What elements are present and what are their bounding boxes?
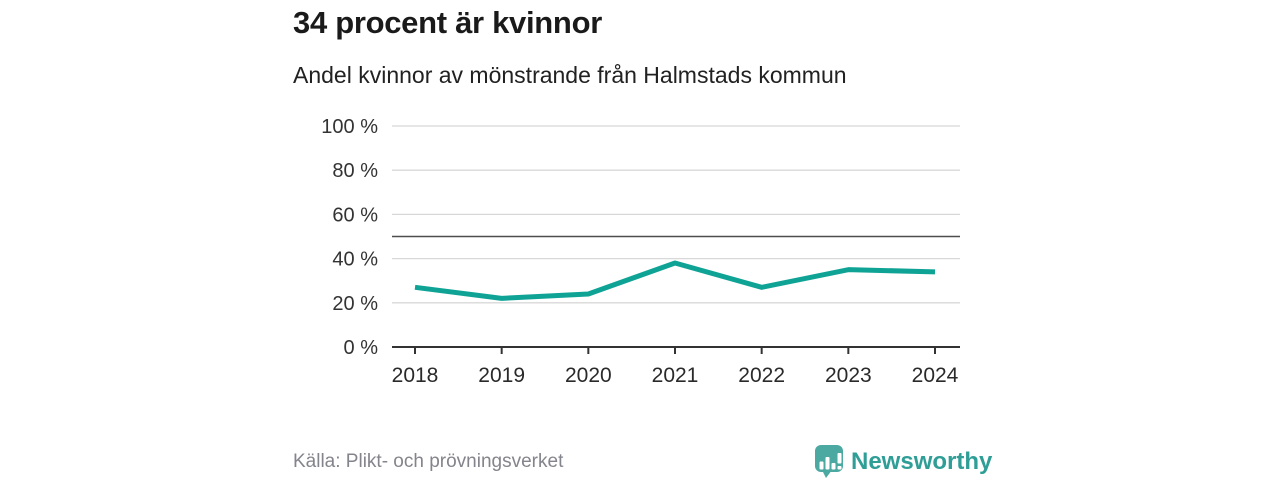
newsworthy-bubble-chart-icon	[815, 445, 843, 478]
y-tick-label: 80 %	[332, 160, 378, 182]
y-tick-label: 0 %	[344, 337, 379, 359]
chart-title: 34 procent är kvinnor	[293, 5, 602, 40]
x-tick-label: 2019	[478, 364, 525, 387]
y-tick-label: 100 %	[321, 116, 378, 138]
chart-subtitle: Andel kvinnor av mönstrande från Halmsta…	[293, 62, 847, 88]
newsworthy-logo: Newsworthy	[815, 445, 992, 479]
source-note: Källa: Plikt- och prövningsverket	[293, 451, 564, 472]
x-tick-label: 2022	[738, 364, 785, 387]
x-tick-label: 2018	[392, 364, 439, 387]
y-tick-label: 40 %	[332, 249, 378, 271]
data-line-Andel kvinnor av mönstrande	[414, 260, 936, 301]
x-tick-label: 2023	[825, 364, 872, 387]
brand-name: Newsworthy	[851, 448, 993, 475]
bar-chart-glyph	[819, 453, 842, 470]
y-tick-label: 60 %	[332, 204, 378, 226]
y-tick-label: 20 %	[332, 293, 378, 315]
x-tick-label: 2020	[565, 364, 612, 387]
x-tick-label: 2024	[912, 364, 959, 387]
x-tick-label: 2021	[652, 364, 699, 387]
